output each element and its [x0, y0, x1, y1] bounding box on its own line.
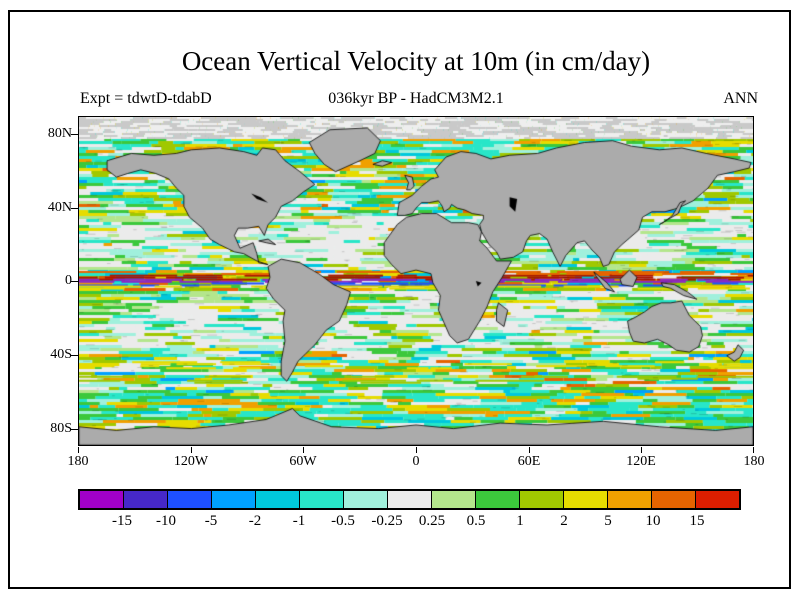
x-axis-tick-mark [191, 447, 192, 453]
x-axis-label-120e: 120E [626, 454, 656, 469]
colorbar-tick-label: -5 [204, 513, 218, 529]
colorbar-tick-label: 1 [516, 513, 524, 529]
colorbar-tick-label: 5 [604, 513, 612, 529]
colorbar-tick-label: 0.5 [466, 513, 486, 529]
x-axis-tick-mark [78, 447, 79, 453]
colorbar-segment [608, 491, 652, 508]
colorbar-tick-label: -2 [248, 513, 262, 529]
x-axis-label-180w: 180 [67, 454, 89, 469]
season-label: ANN [723, 90, 758, 107]
colorbar-segment [432, 491, 476, 508]
colorbar-tick-label: -15 [112, 513, 132, 529]
y-axis-label-40s: 40S [50, 347, 72, 362]
colorbar-segment [256, 491, 300, 508]
colorbar-segment [520, 491, 564, 508]
y-axis-label-80n: 80N [47, 126, 72, 141]
x-axis-tick-mark [641, 447, 642, 453]
colorbar-tick-label: 0.25 [418, 513, 446, 529]
colorbar-segment [80, 491, 124, 508]
colorbar-segment [564, 491, 608, 508]
x-axis-tick-mark [303, 447, 304, 453]
y-axis-label-eq: 0 [65, 273, 72, 288]
x-axis-label-60w: 60W [289, 454, 317, 469]
colorbar-segment [212, 491, 256, 508]
map-plot-area [78, 116, 754, 446]
colorbar-tick-label: -1 [292, 513, 306, 529]
colorbar [78, 489, 741, 510]
colorbar-tick-label: -0.5 [331, 513, 355, 529]
y-axis-tick-mark [71, 429, 78, 430]
y-axis-tick-mark [71, 281, 78, 282]
colorbar-segment [652, 491, 696, 508]
x-axis-label-120w: 120W [173, 454, 209, 469]
x-axis-label-0: 0 [412, 454, 420, 469]
colorbar-segment [476, 491, 520, 508]
x-axis-label-180e: 180 [743, 454, 765, 469]
colorbar-tick-label: 10 [645, 513, 661, 529]
y-axis-label-80s: 80S [50, 421, 72, 436]
model-period-label: 036kyr BP - HadCM3M2.1 [328, 90, 504, 107]
colorbar-segment [124, 491, 168, 508]
x-axis-tick-mark [529, 447, 530, 453]
colorbar-tick-label: -10 [156, 513, 176, 529]
y-axis-tick-mark [71, 355, 78, 356]
figure-border [8, 10, 791, 589]
x-axis-label-60e: 60E [517, 454, 541, 469]
colorbar-segment [344, 491, 388, 508]
x-axis-tick-mark [416, 447, 417, 453]
colorbar-segment [696, 491, 739, 508]
y-axis-tick-mark [71, 134, 78, 135]
colorbar-segment [168, 491, 212, 508]
colorbar-tick-label: -0.25 [371, 513, 403, 529]
y-axis-tick-mark [71, 208, 78, 209]
x-axis-tick-mark [753, 447, 754, 453]
colorbar-segment [300, 491, 344, 508]
world-map-canvas [79, 117, 753, 445]
colorbar-tick-label: 15 [689, 513, 705, 529]
colorbar-segment [388, 491, 432, 508]
chart-title: Ocean Vertical Velocity at 10m (in cm/da… [181, 46, 651, 76]
experiment-label: Expt = tdwtD-tdabD [80, 90, 212, 107]
colorbar-tick-label: 2 [560, 513, 568, 529]
y-axis-label-40n: 40N [47, 200, 72, 215]
